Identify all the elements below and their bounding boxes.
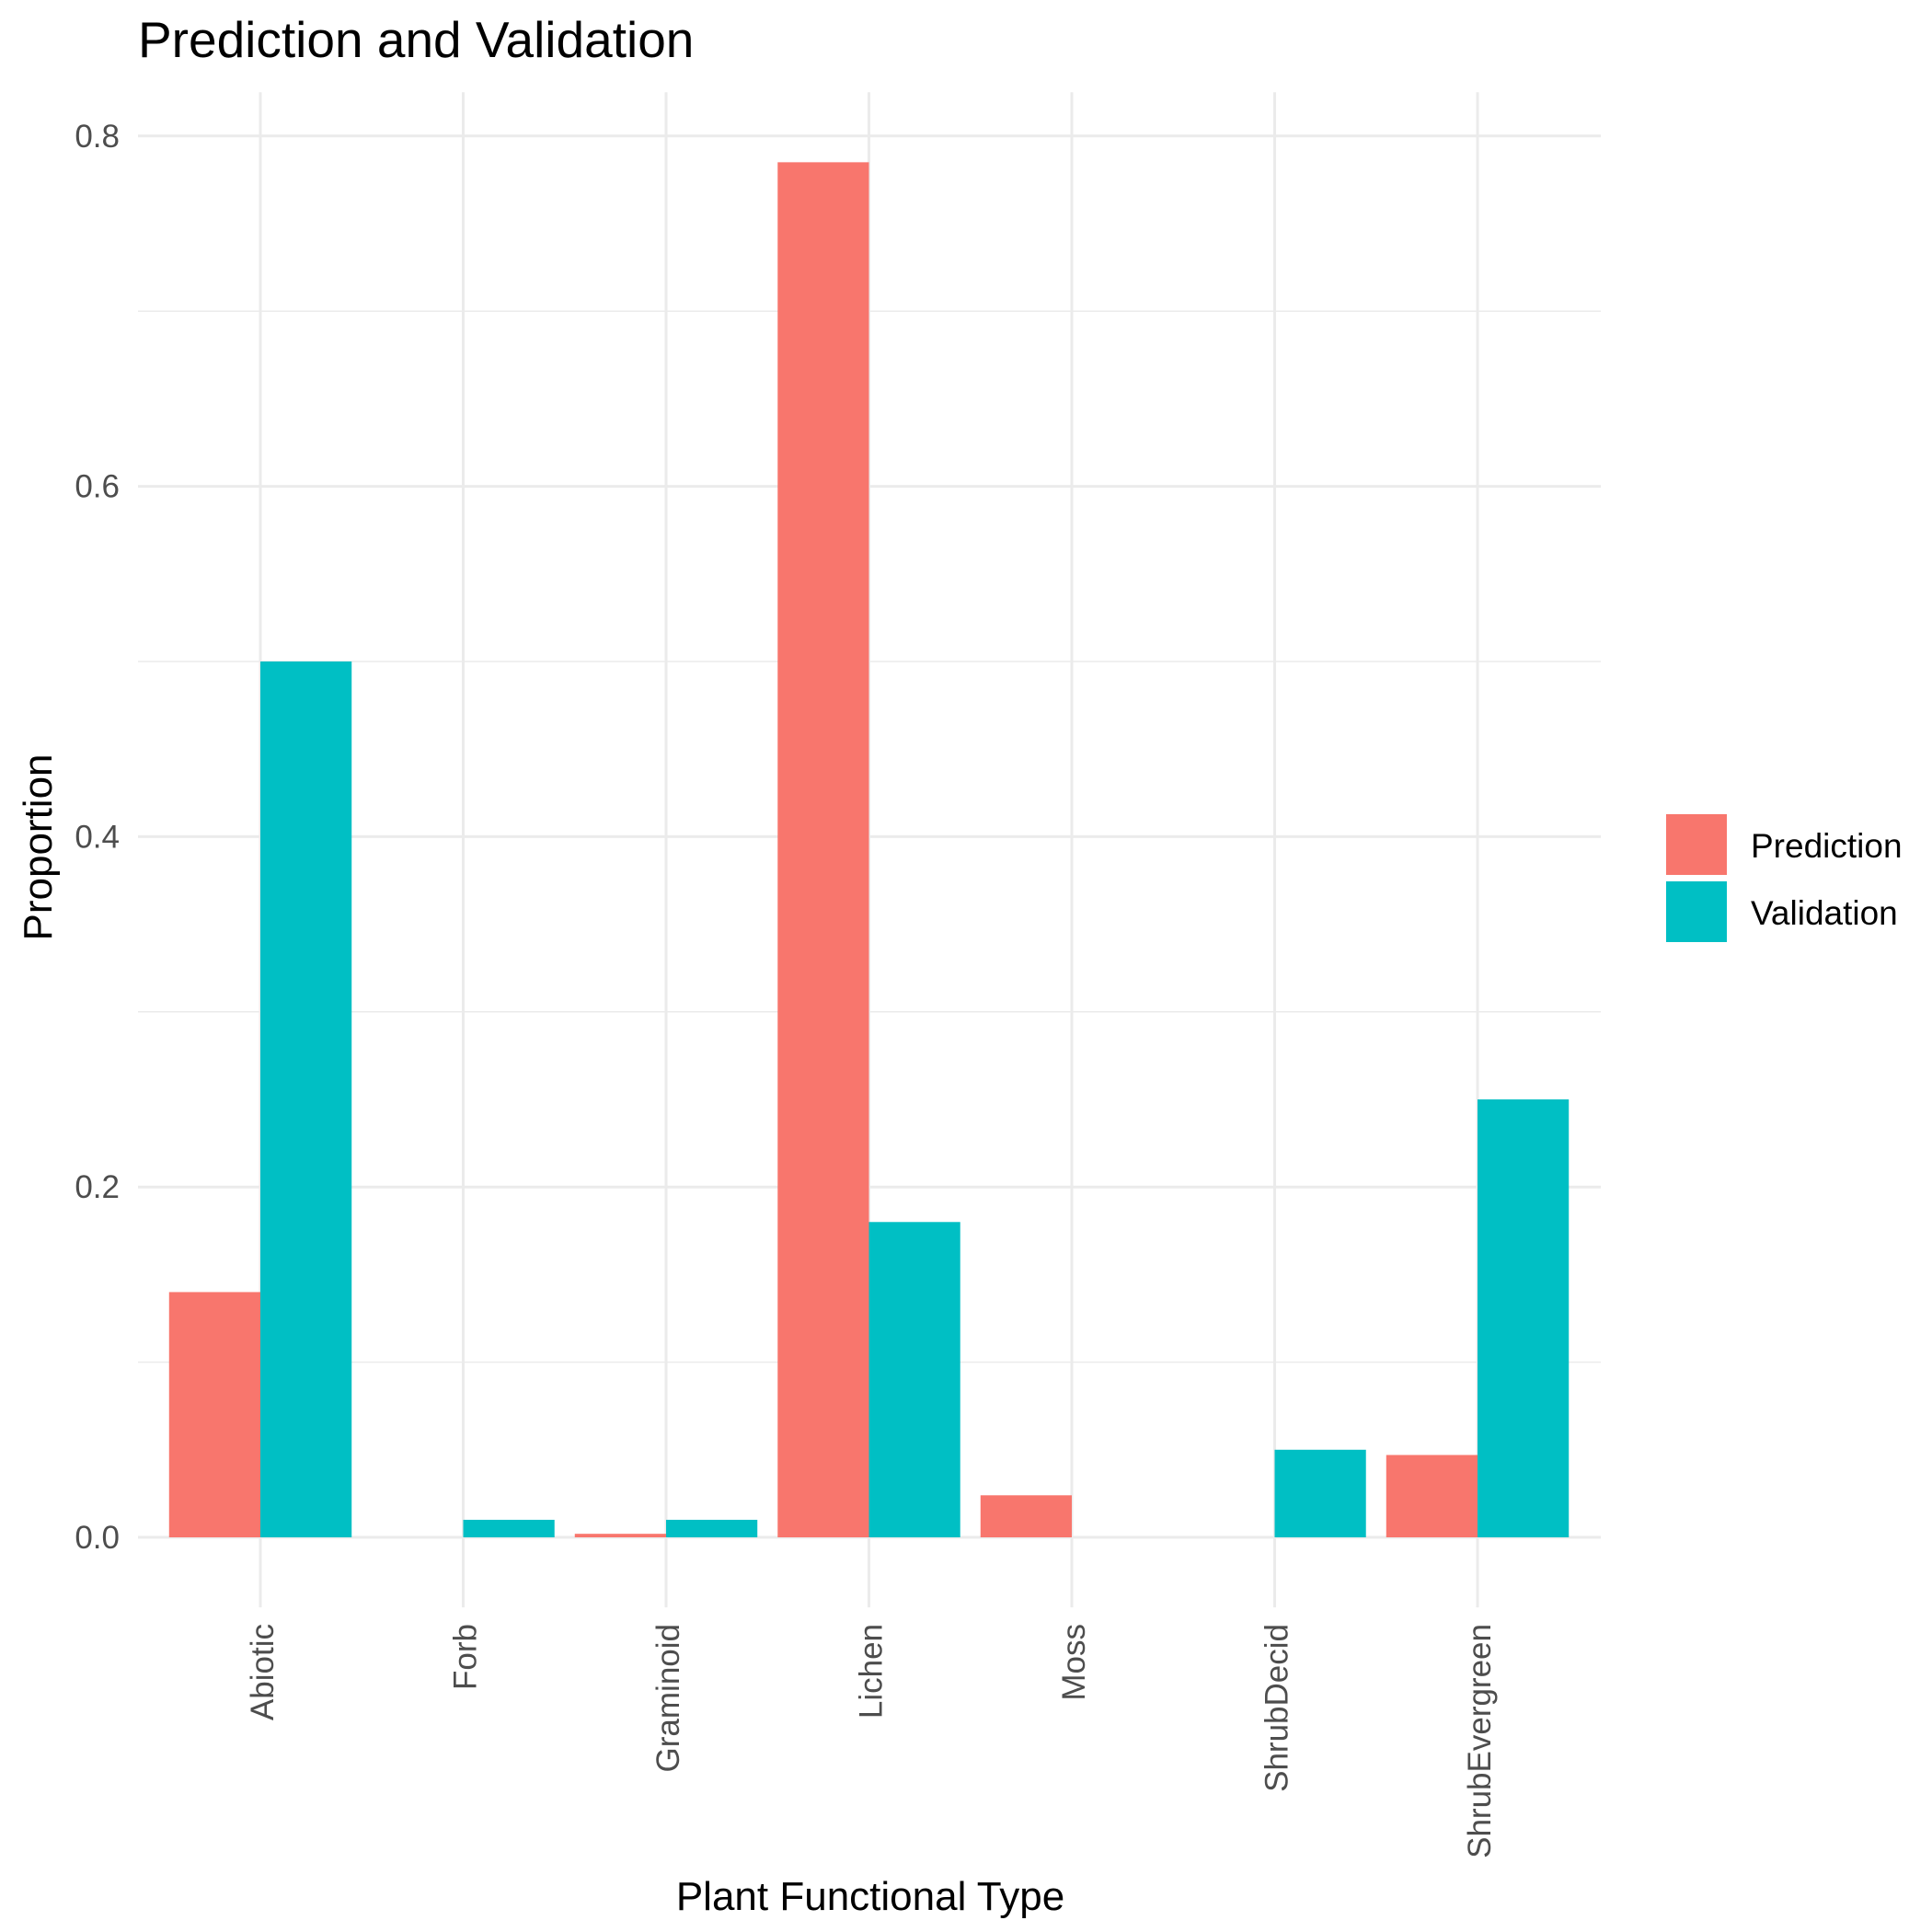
y-tick-label: 0.6 — [75, 469, 120, 505]
bar-validation-forb — [463, 1519, 555, 1537]
x-tick-label: Abiotic — [245, 1624, 281, 1720]
y-tick-label: 0.0 — [75, 1520, 120, 1556]
bar-prediction-abiotic — [168, 1292, 260, 1537]
bar-validation-lichen — [868, 1222, 960, 1537]
bar-prediction-lichen — [777, 162, 869, 1538]
y-tick-label: 0.4 — [75, 819, 120, 855]
bar-validation-abiotic — [260, 661, 352, 1537]
bar-validation-shrubevergreen — [1478, 1099, 1570, 1537]
legend-key-prediction — [1666, 814, 1727, 875]
x-axis-title: Plant Functional Type — [676, 1874, 1064, 1919]
bar-prediction-shrubevergreen — [1386, 1455, 1478, 1537]
x-tick-labels: Abiotic Forb Graminoid Lichen Moss ShrubDecid… — [245, 1624, 1498, 1858]
x-tick-label: Graminoid — [650, 1624, 686, 1772]
chart-title: Prediction and Validation — [138, 11, 694, 68]
legend-key-validation — [1666, 881, 1727, 942]
bar-validation-graminoid — [666, 1519, 758, 1537]
legend: Prediction Validation — [1666, 814, 1903, 942]
bars-layer — [168, 162, 1570, 1538]
y-tick-label: 0.2 — [75, 1169, 120, 1205]
y-axis-title: Proportion — [16, 753, 61, 940]
x-tick-label: ShrubEvergreen — [1462, 1624, 1498, 1858]
legend-label-prediction: Prediction — [1751, 827, 1903, 865]
y-tick-label: 0.8 — [75, 119, 120, 155]
bar-validation-shrubdecid — [1274, 1449, 1366, 1537]
x-tick-label: Moss — [1056, 1624, 1092, 1701]
x-tick-label: Lichen — [854, 1624, 890, 1719]
y-tick-labels: 0.0 0.2 0.4 0.6 0.8 — [75, 119, 120, 1556]
bar-prediction-moss — [980, 1495, 1072, 1537]
x-tick-label: Forb — [448, 1624, 484, 1690]
legend-label-validation: Validation — [1751, 894, 1898, 932]
bar-prediction-graminoid — [574, 1534, 666, 1537]
x-tick-label: ShrubDecid — [1259, 1624, 1295, 1792]
